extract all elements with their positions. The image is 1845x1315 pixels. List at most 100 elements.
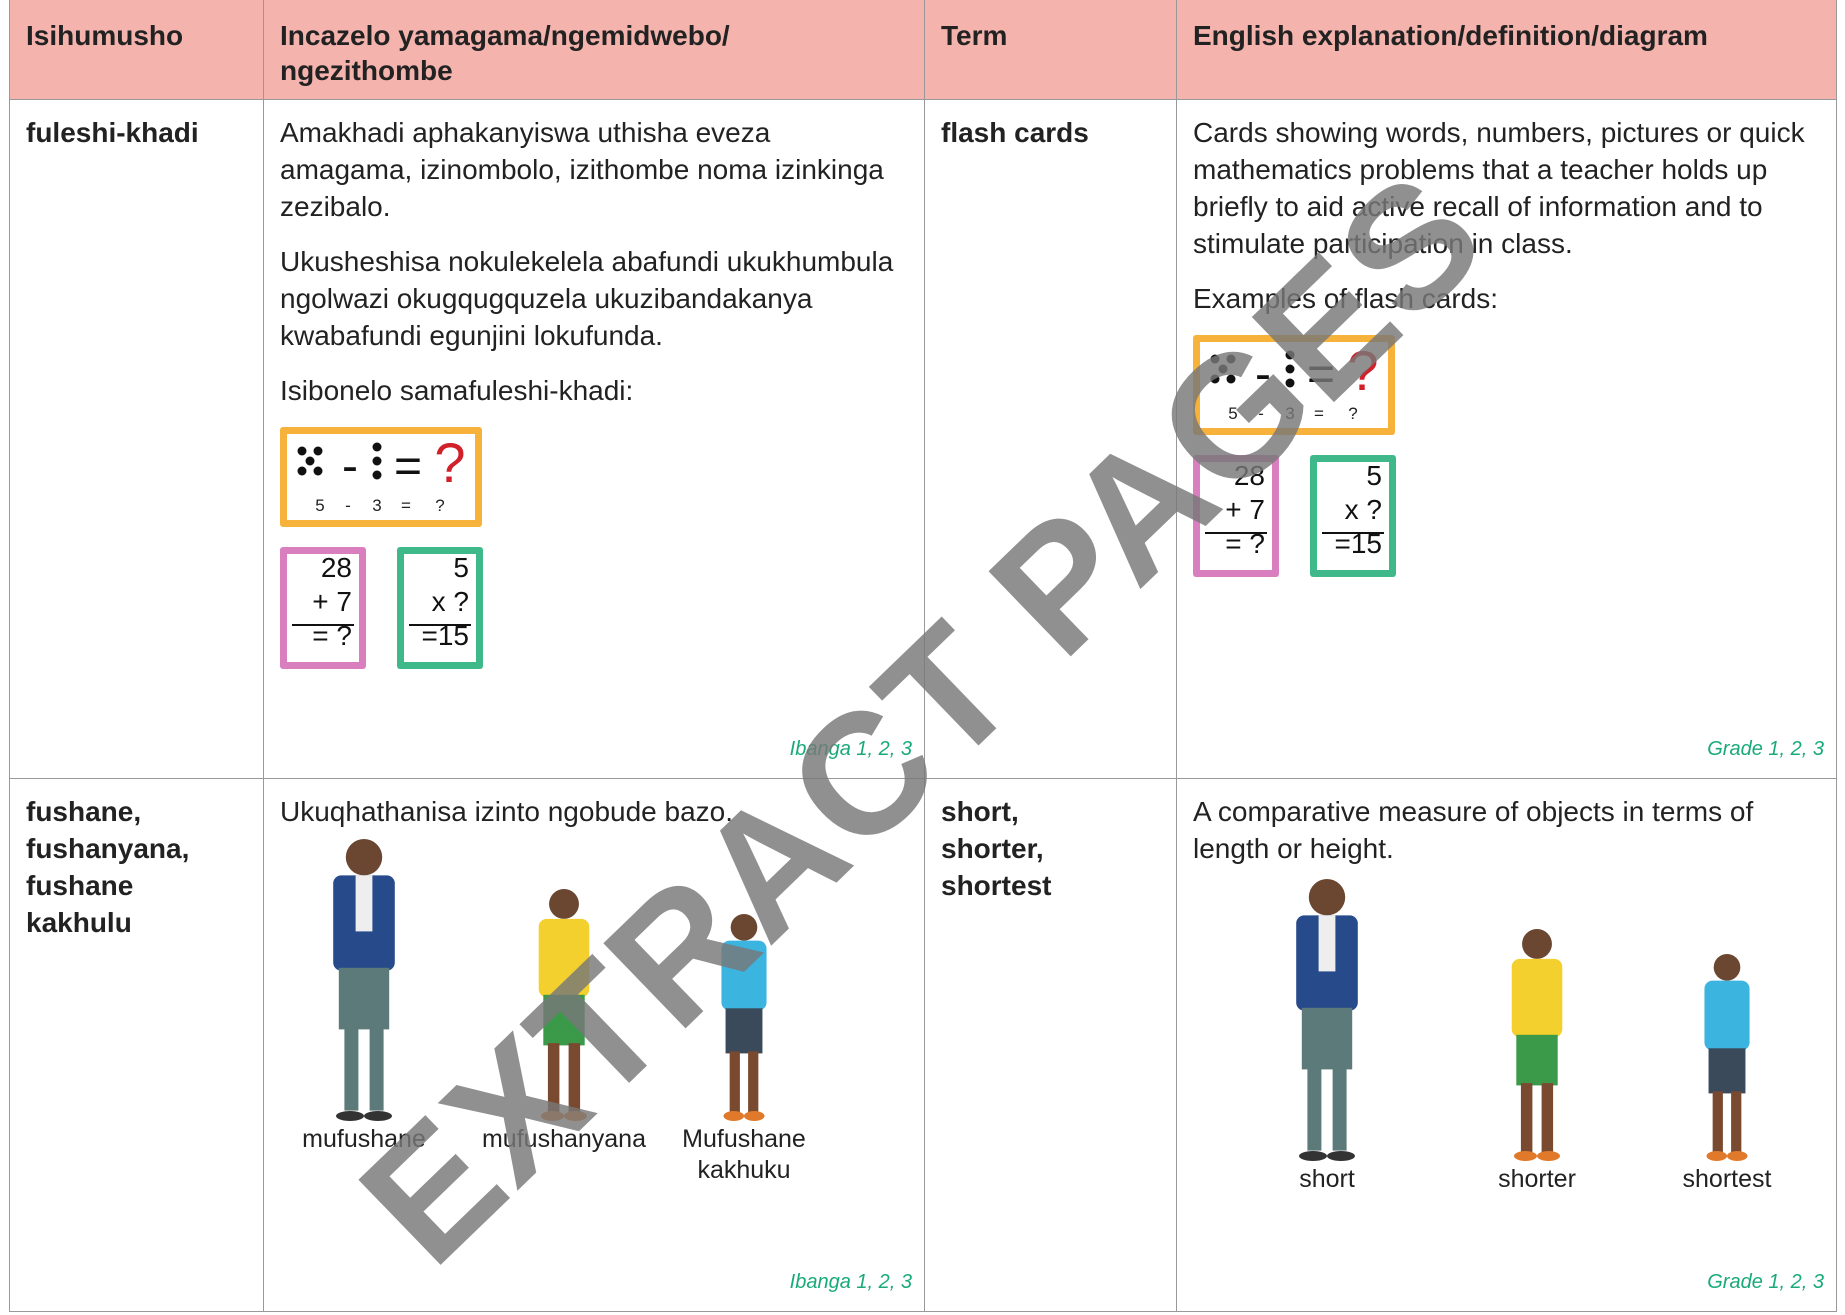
card-symbol: - [342, 440, 358, 493]
figure-caption: Mufushane kakhuku [682, 1125, 806, 1184]
dot [372, 470, 382, 480]
figures [1296, 879, 1750, 1161]
flash-cards: - =? 5-3 =? 28 + 7 = ? 5 x ? =15 [280, 427, 908, 687]
card-caption: = [1314, 404, 1324, 423]
grade-tag: Ibanga 1, 2, 3 [789, 1271, 912, 1293]
leg [568, 1043, 581, 1113]
head [1713, 954, 1741, 981]
card-line: 28 [1234, 460, 1265, 491]
leg [729, 1051, 740, 1113]
explanation-cell: Cards showing words, numbers, pictures o… [1177, 100, 1837, 779]
figure-caption: shortest [1682, 1165, 1772, 1193]
leg [547, 1043, 560, 1113]
dot [1226, 354, 1236, 364]
legs [1708, 1048, 1746, 1094]
shoe [723, 1111, 744, 1121]
explanation: Amakhadi aphakanyiswa uthisha eveza amag… [280, 117, 884, 222]
dot [372, 442, 382, 452]
dot [313, 466, 323, 476]
torso [721, 940, 767, 1011]
card-caption: ? [435, 496, 444, 515]
leg [344, 1026, 359, 1111]
explanation-cell: Ukuqhathanisa izinto ngobude bazo. mufush… [264, 779, 925, 1312]
dot [1285, 378, 1295, 388]
explanation: Cards showing words, numbers, pictures o… [1193, 117, 1805, 259]
card-inner [402, 552, 478, 664]
term-cell: short, shorter, shortest [925, 779, 1177, 1312]
dot [372, 456, 382, 466]
dot [297, 466, 307, 476]
explanation: Ukuqhathanisa izinto ngobude bazo. [280, 796, 734, 827]
figure-caption: shorter [1498, 1165, 1576, 1193]
shirt [1318, 915, 1336, 972]
legs [543, 994, 585, 1046]
card-caption: = [401, 496, 411, 515]
dot [297, 446, 307, 456]
leg [748, 1051, 759, 1113]
card-line: 5 [453, 552, 469, 583]
leg [1332, 1066, 1347, 1151]
shoe [1327, 1151, 1355, 1161]
dot [1210, 354, 1220, 364]
head [1308, 879, 1346, 916]
leg [369, 1026, 384, 1111]
card-symbol: ? [1347, 339, 1378, 402]
header-cell: Isihumusho [9, 0, 264, 100]
card-inner [285, 552, 361, 664]
dot [1218, 364, 1228, 374]
term-line: short, [941, 796, 1019, 827]
leg [1520, 1083, 1533, 1153]
torso [1511, 958, 1563, 1038]
torso [538, 918, 590, 998]
card-caption: 3 [1285, 404, 1294, 423]
card-symbol: = [394, 440, 422, 493]
leg [1712, 1091, 1723, 1153]
leg [1307, 1066, 1322, 1151]
shoe [1727, 1151, 1748, 1161]
dot [1285, 364, 1295, 374]
card-inner [1315, 460, 1391, 572]
card-caption: - [1258, 404, 1264, 423]
legs [1516, 1034, 1558, 1086]
legs [725, 1008, 763, 1054]
card-line: x ? [1345, 494, 1382, 525]
leg [1541, 1083, 1554, 1153]
legs [338, 967, 390, 1030]
grade-tag: Grade 1, 2, 3 [1707, 1271, 1824, 1293]
term-line: fuleshi-khadi [26, 117, 199, 148]
header-cell: Incazelo yamagama/ngemidwebo/ ngezithomb… [264, 0, 925, 100]
explanation: Examples of flash cards: [1193, 283, 1499, 314]
header-cell: English explanation/definition/diagram [1177, 0, 1837, 100]
figure-caption: mufushane [302, 1125, 426, 1153]
grade-tag: Ibanga 1, 2, 3 [789, 738, 912, 760]
term-line: shortest [941, 870, 1052, 901]
explanation: A comparative measure of objects in term… [1193, 796, 1754, 864]
shoe [1537, 1151, 1560, 1161]
shoe [364, 1111, 392, 1121]
leg [1731, 1091, 1742, 1153]
term-line: shorter, [941, 833, 1044, 864]
torso [1704, 980, 1750, 1051]
figures [333, 839, 767, 1121]
shoe [564, 1111, 587, 1121]
term-line: fushane, [26, 796, 142, 827]
explanation-cell: Amakhadi aphakanyiswa uthisha eveza amag… [264, 100, 925, 779]
flash-cards-svg: - = ?5-3 = ?28+ 7= ?5x ?=15 [280, 427, 483, 669]
card-caption: 3 [372, 496, 381, 515]
card-line: x ? [432, 586, 469, 617]
card-caption: 5 [1228, 404, 1237, 423]
flash-cards: - =? 5-3 =? 28 + 7 = ? 5 x ? =15 [1193, 335, 1820, 595]
shirt [355, 875, 373, 932]
card-line: 5 [1366, 460, 1382, 491]
shoe [541, 1111, 564, 1121]
explanation: Ukusheshisa nokulekelela abafundi ukukhu… [280, 246, 894, 351]
card-symbol: - [1255, 348, 1271, 401]
card-caption: ? [1348, 404, 1357, 423]
card-caption: - [345, 496, 351, 515]
card-line: 28 [321, 552, 352, 583]
flash-cards-svg: - = ?5-3 = ?28+ 7= ?5x ?=15 [1193, 335, 1396, 577]
explanation-cell: A comparative measure of objects in term… [1177, 779, 1837, 1312]
header-cell: Term [925, 0, 1177, 100]
term-line: fushanyana, [26, 833, 190, 864]
